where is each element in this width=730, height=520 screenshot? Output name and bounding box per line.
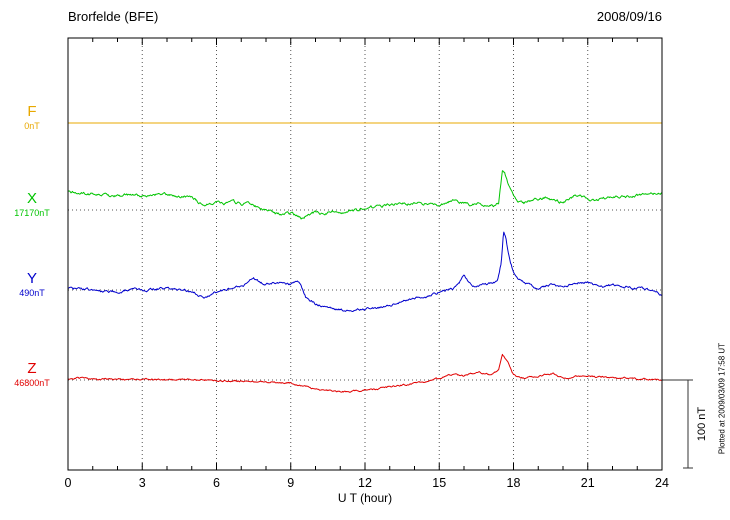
channel-label-X: X 17170nT bbox=[0, 191, 64, 218]
svg-text:6: 6 bbox=[213, 476, 220, 490]
svg-text:9: 9 bbox=[287, 476, 294, 490]
channel-label-Z: Z 46800nT bbox=[0, 361, 64, 388]
channel-offset-F: 0nT bbox=[24, 120, 40, 131]
gridlines bbox=[67, 38, 663, 470]
scalebar-label: 100 nT bbox=[696, 406, 708, 442]
channel-offset-Y: 490nT bbox=[19, 287, 45, 298]
trace-Y bbox=[67, 231, 663, 312]
channel-letter-X: X bbox=[26, 190, 37, 207]
plotted-at-caption: Plotted at 2009/03/09 17:58 UT bbox=[717, 342, 727, 455]
channel-offset-Z: 46800nT bbox=[14, 377, 50, 388]
svg-text:24: 24 bbox=[655, 476, 669, 490]
channel-letter-Z: Z bbox=[27, 360, 37, 377]
trace-Z bbox=[67, 353, 663, 393]
svg-text:12: 12 bbox=[358, 476, 372, 490]
svg-text:0: 0 bbox=[65, 476, 72, 490]
svg-text:21: 21 bbox=[581, 476, 595, 490]
plot-border bbox=[67, 37, 663, 471]
trace-X bbox=[67, 170, 663, 220]
channel-letter-F: F bbox=[27, 103, 37, 120]
x-axis-title: U T (hour) bbox=[337, 491, 393, 505]
scale-bar bbox=[662, 379, 693, 469]
channel-letter-Y: Y bbox=[26, 270, 37, 287]
channel-offset-X: 17170nT bbox=[14, 207, 50, 218]
station-title: Brorfelde (BFE) bbox=[68, 9, 159, 24]
x-tick-labels: 0 3 6 9 12 15 18 21 24 bbox=[65, 476, 669, 490]
svg-text:15: 15 bbox=[432, 476, 446, 490]
channel-label-Y: Y 490nT bbox=[0, 271, 64, 298]
svg-text:3: 3 bbox=[139, 476, 146, 490]
channel-label-F: F 0nT bbox=[0, 104, 64, 131]
svg-text:18: 18 bbox=[507, 476, 521, 490]
plot-date: 2008/09/16 bbox=[596, 9, 662, 24]
